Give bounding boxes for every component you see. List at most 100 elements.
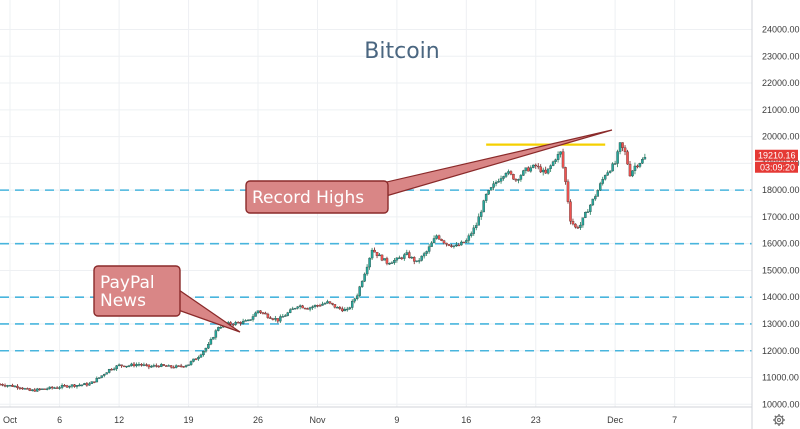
chart-title: Bitcoin (364, 39, 439, 64)
candle-body (497, 181, 500, 183)
candle-body (53, 387, 56, 389)
candle-body (549, 165, 552, 169)
candle-body (613, 163, 617, 165)
candle-body (33, 389, 37, 392)
candle-body (140, 364, 143, 366)
candle-body (6, 385, 9, 387)
candle-body (408, 252, 411, 258)
candle-body (209, 339, 213, 345)
price-tick-label: 18000.00 (762, 185, 800, 195)
candle-body (291, 308, 294, 310)
candle-body (452, 245, 456, 247)
candle-body (544, 169, 547, 174)
candle-body (155, 365, 158, 367)
candle-body (189, 361, 193, 365)
time-tick-label: 9 (394, 415, 399, 425)
candle-body (16, 385, 19, 388)
candle-body (370, 249, 374, 259)
candle-body (410, 257, 414, 259)
candle-body (611, 163, 614, 172)
candle-body (38, 388, 42, 391)
callout-box (93, 265, 181, 317)
candle-body (455, 244, 458, 247)
candle-body (177, 365, 180, 367)
price-tick-label: 17000.00 (762, 212, 800, 222)
candle-body (55, 387, 59, 389)
candle-body (546, 168, 550, 174)
candle-body (132, 363, 136, 367)
candle-body (467, 235, 471, 241)
candle-body (589, 204, 592, 212)
candle-body (95, 378, 99, 383)
candle-body (437, 235, 441, 240)
candle-body (323, 303, 327, 305)
candle-body (477, 216, 480, 226)
price-tick-label: 10000.00 (762, 399, 800, 409)
time-tick-label: 26 (253, 415, 263, 425)
candle-body (512, 174, 515, 180)
candle-body (281, 316, 285, 318)
candle-body (358, 286, 361, 296)
price-tick-label: 14000.00 (762, 292, 800, 302)
candle-body (403, 254, 406, 259)
time-tick-label: Oct (3, 415, 18, 425)
candle-body (313, 305, 317, 307)
candle-body (539, 166, 542, 173)
candle-body (559, 151, 562, 155)
candle-body (504, 173, 508, 177)
candle-body (561, 151, 565, 168)
candle-body (13, 385, 17, 388)
candle-body (499, 178, 503, 182)
candle-body (494, 182, 498, 184)
candle-body (311, 306, 314, 308)
candle-body (380, 254, 384, 261)
candle-body (259, 310, 262, 313)
candle-body (532, 164, 535, 168)
candle-body (0, 384, 2, 386)
candle-body (50, 386, 54, 389)
candle-body (145, 364, 148, 366)
candle-body (333, 304, 337, 308)
candle-body (341, 308, 344, 312)
candle-body (68, 386, 71, 388)
candle-body (440, 238, 443, 241)
candle-body (395, 257, 399, 261)
candle-body (3, 385, 7, 387)
candle-body (194, 358, 198, 361)
candle-body (623, 147, 627, 152)
candle-body (162, 364, 166, 366)
candle-body (78, 384, 81, 387)
candle-body (249, 319, 252, 321)
callout-label: Record Highs (252, 188, 364, 208)
candle-body (474, 225, 478, 229)
candle-body (368, 257, 371, 268)
countdown-label: 03:09:20 (760, 163, 795, 173)
candle-body (207, 344, 210, 349)
candle-body (321, 303, 324, 306)
candle-body (598, 183, 602, 191)
candle-body (400, 257, 404, 259)
candle-body (412, 257, 416, 262)
candle-body (36, 388, 39, 392)
gear-icon[interactable] (773, 414, 785, 426)
candle-body (571, 221, 575, 225)
candle-body (174, 365, 178, 368)
time-axis[interactable]: Oct 6 12 19 26 Nov 9 16 23 Dec 7 (0, 406, 752, 425)
candle-body (551, 161, 555, 166)
price-tick-label: 15000.00 (762, 265, 800, 275)
candle-body (579, 224, 582, 228)
candle-body (581, 217, 585, 226)
candle-body (489, 187, 493, 191)
candle-body (303, 307, 307, 310)
candle-body (164, 365, 168, 367)
candle-body (192, 358, 195, 362)
candle-body (284, 315, 287, 317)
candle-body (48, 386, 51, 389)
candle-body (241, 320, 245, 324)
candle-body (301, 305, 304, 309)
candle-body (390, 262, 394, 264)
candle-body (569, 201, 572, 222)
